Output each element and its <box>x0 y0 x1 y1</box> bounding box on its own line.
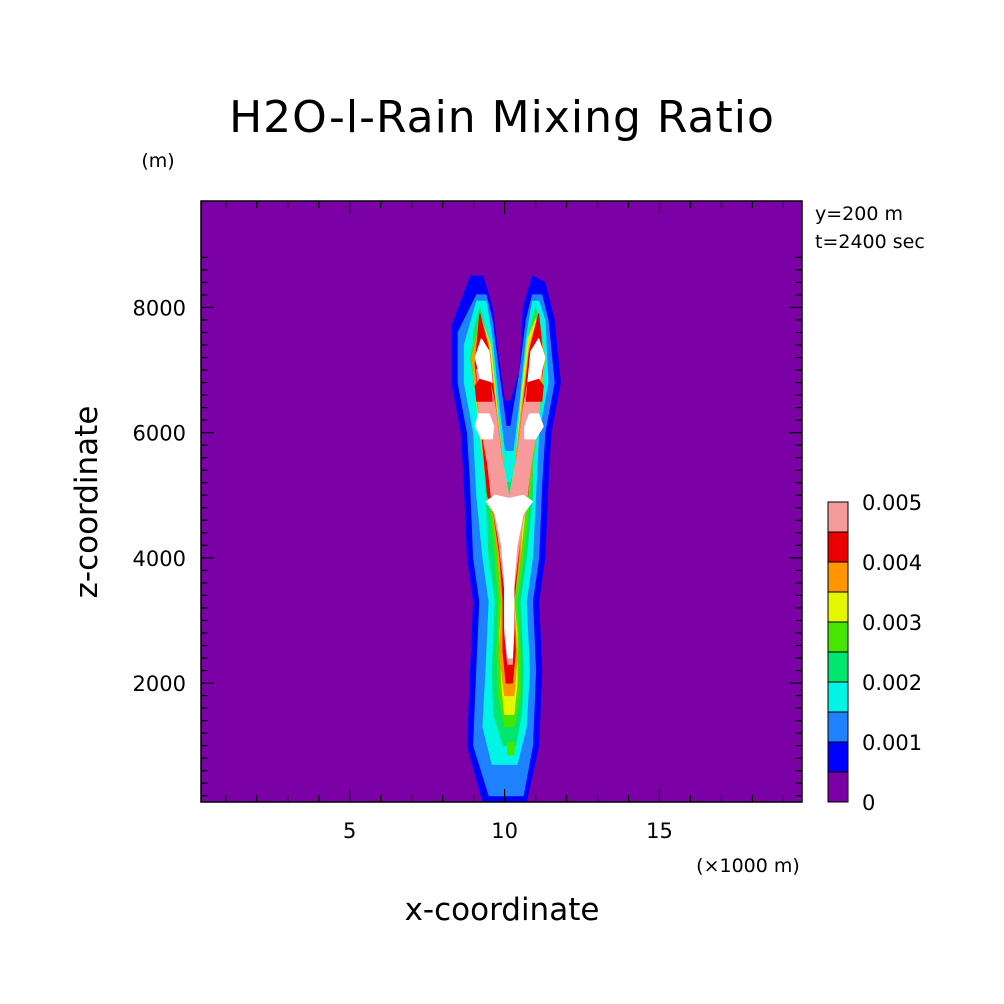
colorbar-swatch <box>827 741 849 773</box>
colorbar-label: 0 <box>862 791 875 815</box>
contour-band <box>525 378 544 402</box>
colorbar-label: 0.001 <box>862 731 922 755</box>
colorbar-swatch <box>827 681 849 713</box>
x-tick-labels: 5 10 15 <box>343 819 673 843</box>
y-tick-label: 2000 <box>133 672 186 696</box>
colorbar-swatch <box>827 591 849 623</box>
colorbar-swatch <box>827 501 849 533</box>
colorbar-label: 0.003 <box>862 611 922 635</box>
y-tick-label: 8000 <box>133 296 186 320</box>
annotation-y: y=200 m <box>815 203 903 225</box>
contour-band <box>485 494 533 659</box>
colorbar-swatch <box>827 561 849 593</box>
chart-title: H2O-l-Rain Mixing Ratio <box>229 92 775 143</box>
colorbar-swatch <box>827 531 849 563</box>
x-axis-unit: (×1000 m) <box>696 855 800 877</box>
plot-frame <box>200 200 803 803</box>
colorbar-labels: 0 0.001 0.002 0.003 0.004 0.005 <box>862 491 922 815</box>
x-axis-title: x-coordinate <box>405 892 600 928</box>
y-tick-labels: 2000 4000 6000 8000 <box>133 296 186 696</box>
colorbar-swatch <box>827 711 849 743</box>
x-tick-label: 10 <box>491 819 518 843</box>
annotation-t: t=2400 sec <box>815 231 925 253</box>
x-tick-label: 15 <box>646 819 673 843</box>
colorbar-label: 0.005 <box>862 491 922 515</box>
x-tick-label: 5 <box>343 819 356 843</box>
contour-band <box>507 742 515 756</box>
y-tick-label: 6000 <box>133 422 186 446</box>
colorbar-label: 0.002 <box>862 671 922 695</box>
contour-band <box>524 413 544 440</box>
y-tick-label: 4000 <box>133 547 186 571</box>
contour-band <box>474 413 495 440</box>
contour-band <box>474 378 493 402</box>
y-axis-title: z-coordinate <box>69 406 105 599</box>
colorbar-swatch <box>827 771 849 803</box>
colorbar-label: 0.004 <box>862 551 922 575</box>
colorbar-swatch <box>827 651 849 683</box>
axis-ticks <box>201 201 802 802</box>
colorbar <box>827 501 849 803</box>
y-axis-unit: (m) <box>141 150 174 172</box>
contour-layer <box>451 275 561 803</box>
colorbar-swatch <box>827 621 849 653</box>
plot-area <box>200 200 803 803</box>
